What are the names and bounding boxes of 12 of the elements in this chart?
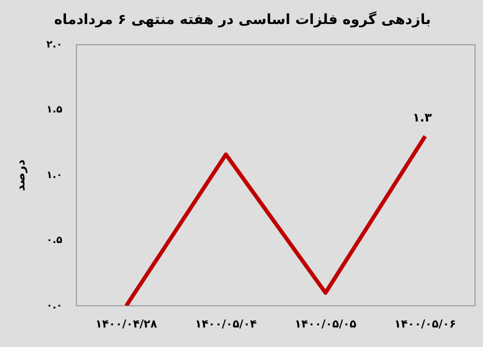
y-axis-title: درصد [13,160,28,192]
data-label: ۱.۳ [412,110,432,124]
x-tick-label: ۱۴۰۰/۰۵/۰۶ [394,317,456,330]
x-tick-label: ۱۴۰۰/۰۵/۰۵ [294,317,357,330]
y-tick-label: ۰.۵ [46,235,62,246]
y-tick-label: ۱.۰ [46,170,62,181]
x-tick-label: ۱۴۰۰/۰۴/۲۸ [95,317,158,330]
chart-title: بازدهی گروه فلزات اساسی در هفته منتهی ۶ مردادماه [54,11,431,28]
x-tick-label: ۱۴۰۰/۰۵/۰۴ [195,317,258,330]
y-tick-label: ۱.۵ [46,104,62,116]
y-tick-label: ۰.۰ [46,300,62,312]
y-tick-label: ۲.۰ [46,39,62,50]
